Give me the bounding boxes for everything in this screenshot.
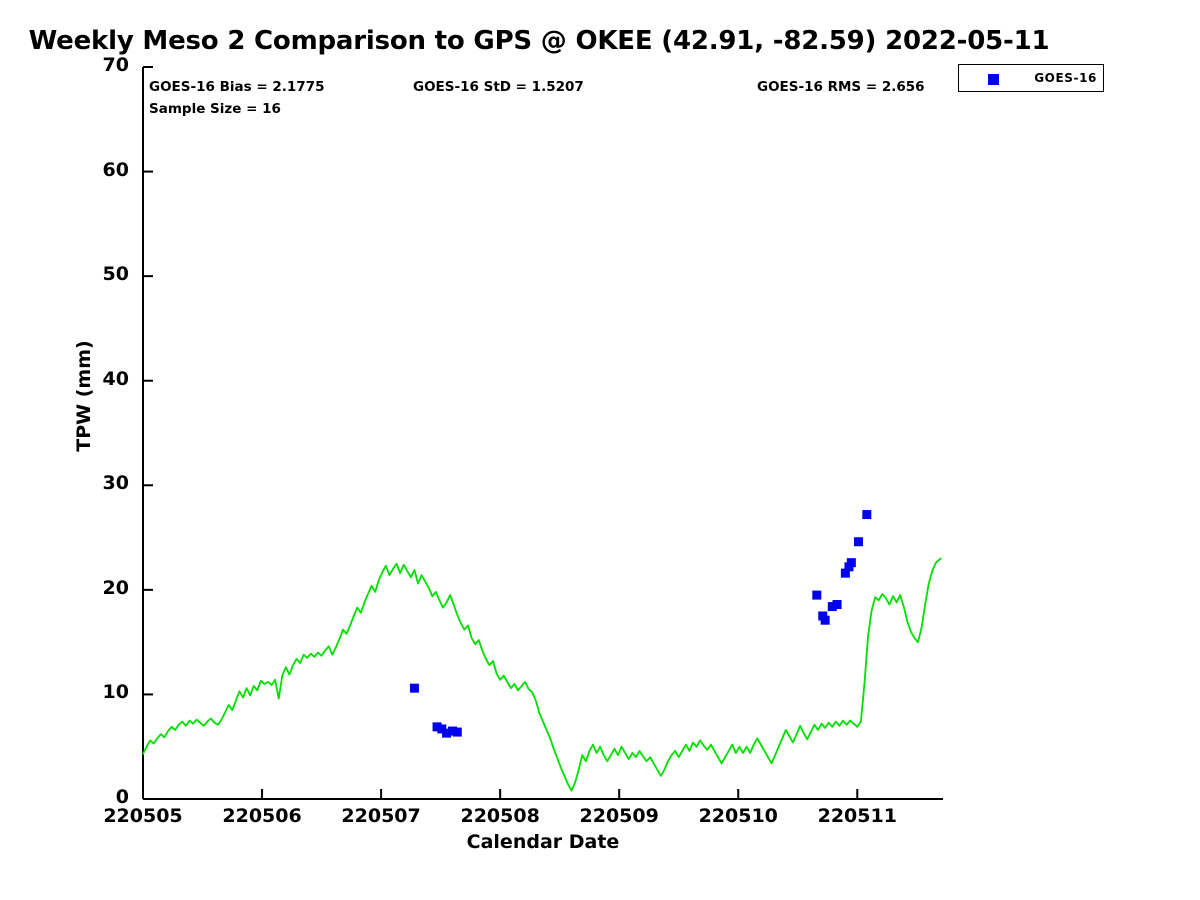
y-tick-label: 0 [115,786,129,808]
goes16-data-point [862,510,872,520]
gps-line-series [142,557,942,792]
goes16-data-point [827,602,837,612]
x-tick-label: 220508 [460,805,540,827]
x-tick-label: 220509 [579,805,659,827]
x-tick-label: 220507 [341,805,421,827]
goes16-data-point [820,615,830,625]
axis-lines [142,67,943,800]
goes16-data-point [437,724,447,734]
x-tick-marks [142,789,859,799]
y-tick-label: 40 [102,367,129,390]
goes16-data-point [832,600,842,609]
goes16-data-point [452,727,462,737]
stat-sample-size-label: Sample Size = 16 [149,101,281,117]
goes16-data-point [846,558,856,568]
goes16-data-point [442,728,452,738]
goes16-data-point [409,683,419,693]
stat-std-label: GOES-16 StD = 1.5207 [413,79,584,95]
x-tick-label: 220505 [103,805,183,827]
legend-marker-goes16-icon [988,74,999,85]
y-tick-label: 70 [102,54,129,76]
y-tick-label: 50 [102,263,129,286]
y-tick-label: 60 [102,158,129,181]
legend: GOES-16 [958,64,1104,92]
y-tick-label: 30 [102,472,129,495]
y-tick-label: 20 [102,576,129,599]
x-tick-label: 220511 [817,805,897,827]
page-title: Weekly Meso 2 Comparison to GPS @ OKEE (… [28,26,1050,56]
goes16-data-point [448,726,458,736]
y-tick-label: 10 [102,681,129,704]
goes16-scatter-series [409,510,872,738]
stat-rms-label: GOES-16 RMS = 2.656 [757,79,925,95]
x-tick-label: 220506 [222,805,302,827]
goes16-data-point [812,590,822,600]
y-tick-marks [143,66,153,800]
stat-bias-label: GOES-16 Bias = 2.1775 [149,79,325,95]
goes16-data-point [853,537,863,547]
legend-label-goes16: GOES-16 [1034,71,1097,85]
x-tick-label: 220510 [698,805,778,827]
goes16-data-point [432,722,442,732]
goes16-data-point [840,568,850,578]
x-axis-label: Calendar Date [466,831,620,853]
